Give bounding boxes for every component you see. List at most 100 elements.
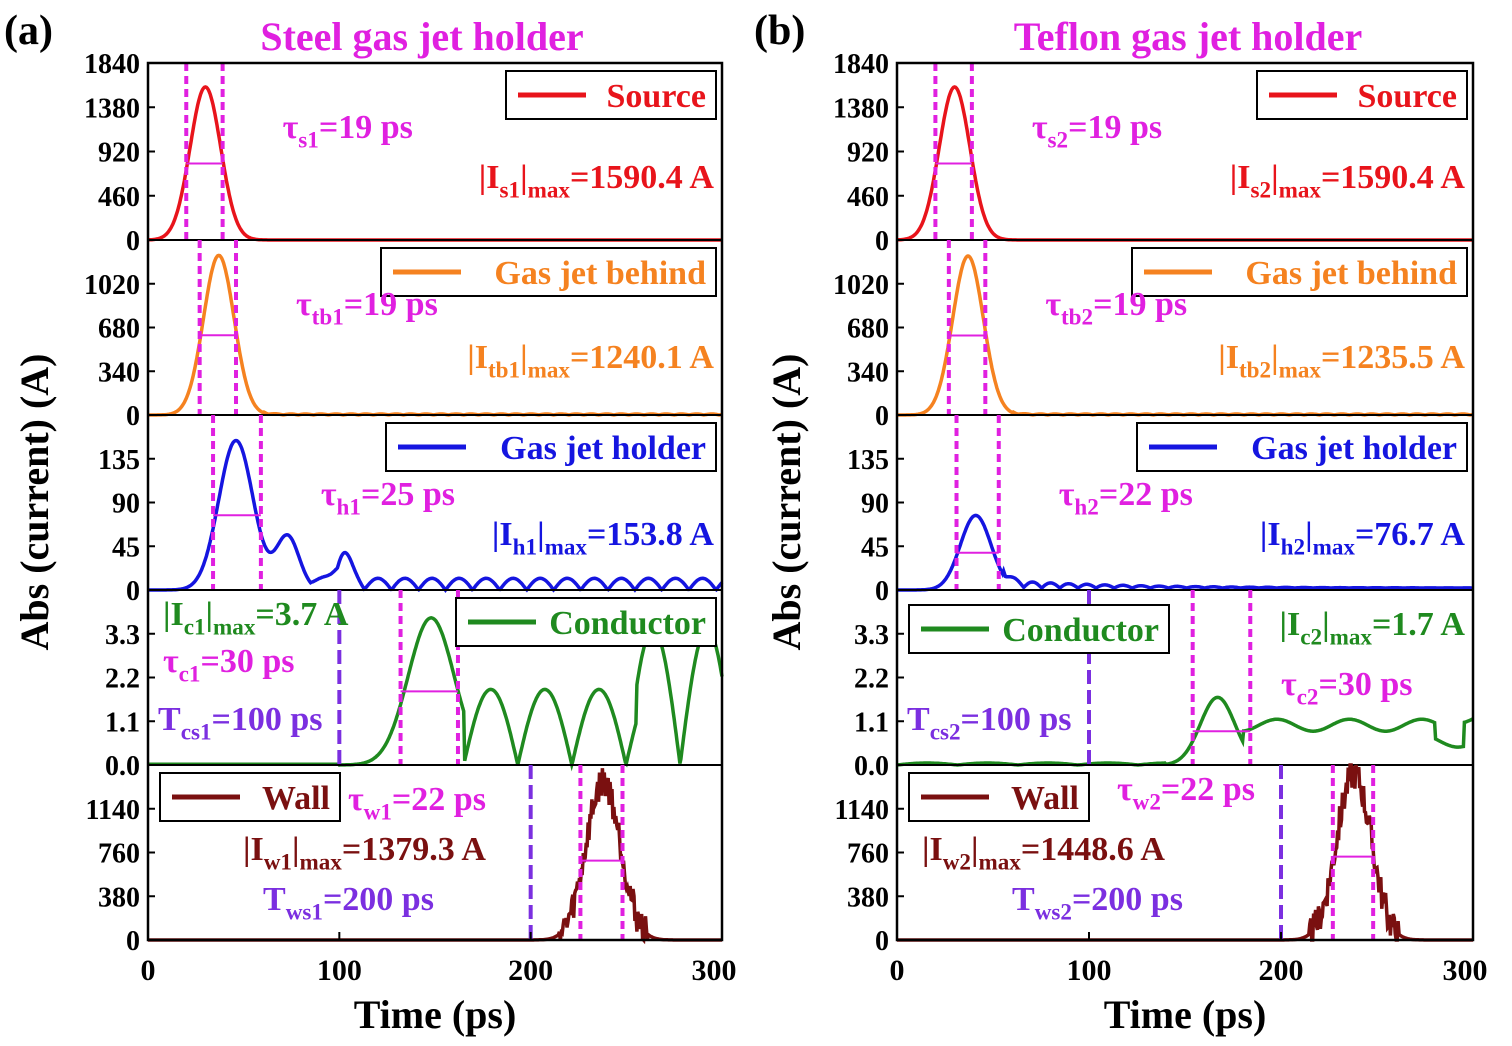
max-current-label-part: =1.7 A — [1372, 606, 1465, 643]
max-current-label-part: |I — [1280, 606, 1301, 643]
delay-label-part: ws1 — [286, 900, 323, 926]
max-current-label: |Is1|max=1590.4 A — [479, 159, 715, 204]
y-tick-label: 340 — [847, 357, 889, 388]
max-current-label-part: |I — [1230, 159, 1251, 196]
max-current-label-part: =1235.5 A — [1321, 339, 1465, 376]
max-current-label-part: |I — [243, 831, 264, 868]
y-tick-label: 90 — [861, 489, 889, 520]
delay-label-part: cs2 — [930, 720, 961, 746]
max-current-label-part: | — [971, 831, 979, 868]
x-tick-label: 300 — [692, 954, 737, 987]
tau-label: τh1=25 ps — [321, 476, 455, 521]
max-current-label: |Ih1|max=153.8 A — [492, 516, 715, 561]
max-current-label-part: | — [537, 516, 545, 553]
tau-label-part: =19 ps — [344, 286, 438, 323]
x-tick-label: 100 — [1067, 954, 1112, 987]
tau-label-part: τ — [296, 286, 312, 323]
max-current-label: |Iw2|max=1448.6 A — [922, 831, 1165, 876]
tau-label-part: τ — [1281, 666, 1297, 703]
delay-label: Tcs2=100 ps — [907, 701, 1072, 746]
legend-label: Source — [607, 78, 706, 115]
legend-label: Wall — [262, 780, 330, 817]
y-tick-label: 380 — [98, 882, 140, 913]
max-current-label-part: s2 — [1251, 178, 1272, 204]
x-axis-title: Time (ps) — [1104, 992, 1267, 1037]
tau-label: τw1=22 ps — [348, 781, 486, 826]
max-current-label-part: max — [213, 615, 256, 641]
y-axis-title: Abs (current) (A) — [12, 354, 57, 651]
max-current-label-part: |I — [492, 516, 513, 553]
tau-label: τtb1=19 ps — [296, 286, 438, 331]
y-tick-label: 1140 — [835, 795, 889, 826]
max-current-label-part: |I — [163, 596, 184, 633]
tau-label-part: τ — [1032, 109, 1048, 146]
y-tick-label: 0.0 — [854, 751, 889, 782]
y-tick-label: 3.3 — [105, 620, 140, 651]
max-current-label-part: max — [1279, 178, 1322, 204]
y-tick-label: 680 — [847, 314, 889, 345]
y-tick-label: 1840 — [84, 49, 140, 80]
max-current-label-part: tb2 — [1239, 358, 1271, 384]
tau-label-part: τ — [1117, 771, 1133, 808]
tau-label-part: c1 — [179, 662, 201, 688]
y-tick-label: 45 — [112, 532, 140, 563]
delay-label-part: T — [1012, 881, 1035, 918]
delay-label-part: ws2 — [1035, 900, 1072, 926]
y-tick-label: 1020 — [833, 270, 889, 301]
y-tick-label: 1.1 — [105, 707, 140, 738]
tau-label-part: tb1 — [312, 305, 344, 331]
max-current-label-part: w2 — [943, 850, 971, 876]
y-tick-label: 90 — [112, 489, 140, 520]
legend-label: Wall — [1011, 780, 1079, 817]
max-current-label-part: max — [978, 850, 1021, 876]
max-current-label-part: max — [528, 178, 571, 204]
y-tick-label: 2.2 — [854, 664, 889, 695]
delay-label: Tcs1=100 ps — [158, 701, 323, 746]
legend-label: Gas jet behind — [494, 255, 706, 292]
tau-label: τc1=30 ps — [163, 643, 295, 688]
x-axis-title: Time (ps) — [354, 992, 517, 1037]
max-current-label-part: | — [1271, 339, 1279, 376]
x-tick-label: 200 — [508, 954, 553, 987]
legend-label: Gas jet holder — [500, 430, 706, 467]
max-current-label-part: |I — [479, 159, 500, 196]
max-current-label: |Ic2|max=1.7 A — [1280, 606, 1466, 651]
max-current-label: |Is2|max=1590.4 A — [1230, 159, 1466, 204]
delay-label-part: =200 ps — [1072, 881, 1183, 918]
max-current-label-part: | — [520, 159, 528, 196]
tau-label-part: =19 ps — [319, 109, 413, 146]
max-current-label-part: | — [292, 831, 300, 868]
x-tick-label: 200 — [1259, 954, 1304, 987]
tau-label-part: τ — [1059, 476, 1075, 513]
tau-label-part: s1 — [298, 128, 319, 154]
y-tick-label: 1380 — [84, 93, 140, 124]
max-current-label: |Itb2|max=1235.5 A — [1218, 339, 1465, 384]
max-current-label-part: |I — [467, 339, 488, 376]
tau-label-part: =22 ps — [392, 781, 486, 818]
y-tick-label: 135 — [98, 445, 140, 476]
conductor-series-line — [896, 695, 1474, 767]
tau-label-part: w2 — [1133, 790, 1161, 816]
max-current-label: |Itb1|max=1240.1 A — [467, 339, 714, 384]
y-tick-label: 340 — [98, 357, 140, 388]
y-tick-label: 920 — [98, 138, 140, 169]
max-current-label-part: max — [545, 535, 588, 561]
max-current-label-part: =76.7 A — [1355, 516, 1465, 553]
y-tick-label: 0 — [126, 401, 140, 432]
tau-label-part: =30 ps — [200, 643, 294, 680]
legend-label: Gas jet holder — [1251, 430, 1457, 467]
y-tick-label: 0 — [126, 226, 140, 257]
y-tick-label: 1380 — [833, 93, 889, 124]
x-tick-label: 0 — [141, 954, 156, 987]
y-tick-label: 135 — [847, 445, 889, 476]
y-tick-label: 0 — [875, 401, 889, 432]
y-tick-label: 920 — [847, 138, 889, 169]
legend-label: Conductor — [549, 605, 706, 642]
max-current-label-part: =153.8 A — [587, 516, 714, 553]
max-current-label-part: =1590.4 A — [570, 159, 714, 196]
tau-label-part: w1 — [364, 800, 392, 826]
y-tick-label: 1020 — [84, 270, 140, 301]
holder-series-line — [148, 438, 724, 593]
y-axis-title: Abs (current) (A) — [764, 354, 809, 651]
